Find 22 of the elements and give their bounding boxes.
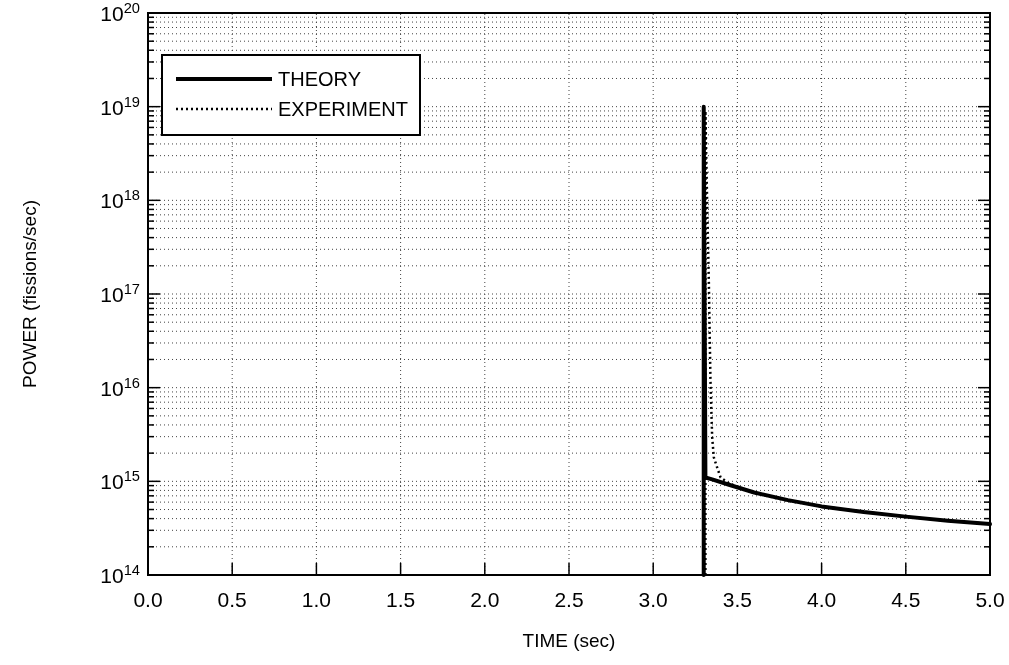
x-tick-label: 5.0	[975, 588, 1005, 611]
x-tick-label: 4.0	[807, 588, 837, 611]
x-tick-label: 2.0	[470, 588, 500, 611]
y-tick-label: 10$^{14}$	[100, 562, 140, 587]
x-tick-label: 2.5	[554, 588, 584, 611]
legend-label: EXPERIMENT	[278, 98, 409, 120]
y-tick-label: 10$^{20}$	[100, 0, 140, 25]
y-tick-label: 10$^{19}$	[100, 93, 140, 119]
y-tick-label: 10$^{15}$	[100, 468, 140, 494]
x-tick-label: 1.5	[386, 588, 416, 611]
x-tick-label: 0.0	[133, 588, 163, 611]
legend-label: THEORY	[278, 68, 361, 90]
y-tick-label: 10$^{18}$	[100, 187, 140, 213]
x-tick-label: 4.5	[891, 588, 921, 611]
x-axis-title: TIME (sec)	[522, 630, 616, 651]
y-axis-title: POWER (fissions/sec)	[19, 200, 40, 388]
y-tick-label: 10$^{17}$	[100, 281, 140, 306]
x-tick-label: 1.0	[301, 588, 331, 611]
x-tick-label: 0.5	[217, 588, 247, 611]
x-tick-label: 3.5	[722, 588, 752, 611]
y-tick-label: 10$^{16}$	[100, 374, 140, 400]
x-tick-label: 3.0	[638, 588, 668, 611]
